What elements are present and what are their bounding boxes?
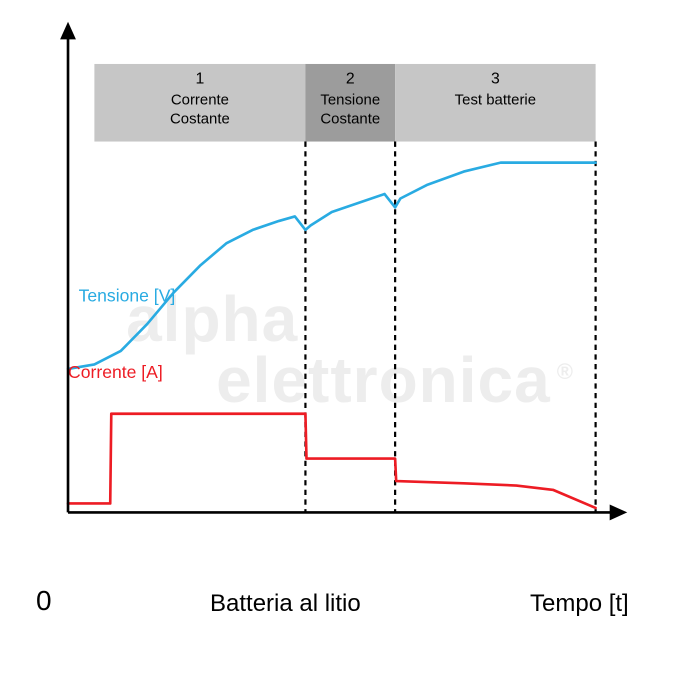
tensione-series: [68, 163, 596, 369]
y-axis-arrow-icon: [60, 22, 76, 40]
phase-number-2: 2: [346, 70, 355, 87]
corrente-label: Corrente [A]: [68, 362, 163, 382]
x-caption-left: Batteria al litio: [210, 590, 361, 618]
phase-label1-2: Tensione: [320, 91, 380, 108]
phase-label2-2: Costante: [320, 111, 380, 128]
phase-label1-3: Test batterie: [455, 91, 536, 108]
phase-number-1: 1: [196, 70, 205, 87]
phase-number-3: 3: [491, 70, 500, 87]
corrente-series: [68, 414, 596, 508]
origin-label: 0: [36, 585, 52, 617]
x-caption-right: Tempo [t]: [530, 590, 629, 618]
x-axis-arrow-icon: [610, 505, 628, 521]
chart-area: 1 Corrente Costante 2 Tensione Costante 3 Test …: [45, 20, 645, 530]
phase-label2-1: Costante: [170, 111, 230, 128]
tensione-label: Tensione [V]: [79, 286, 176, 306]
chart-svg: 1 Corrente Costante 2 Tensione Costante 3 Test …: [45, 20, 645, 530]
phase-label1-1: Corrente: [171, 91, 229, 108]
